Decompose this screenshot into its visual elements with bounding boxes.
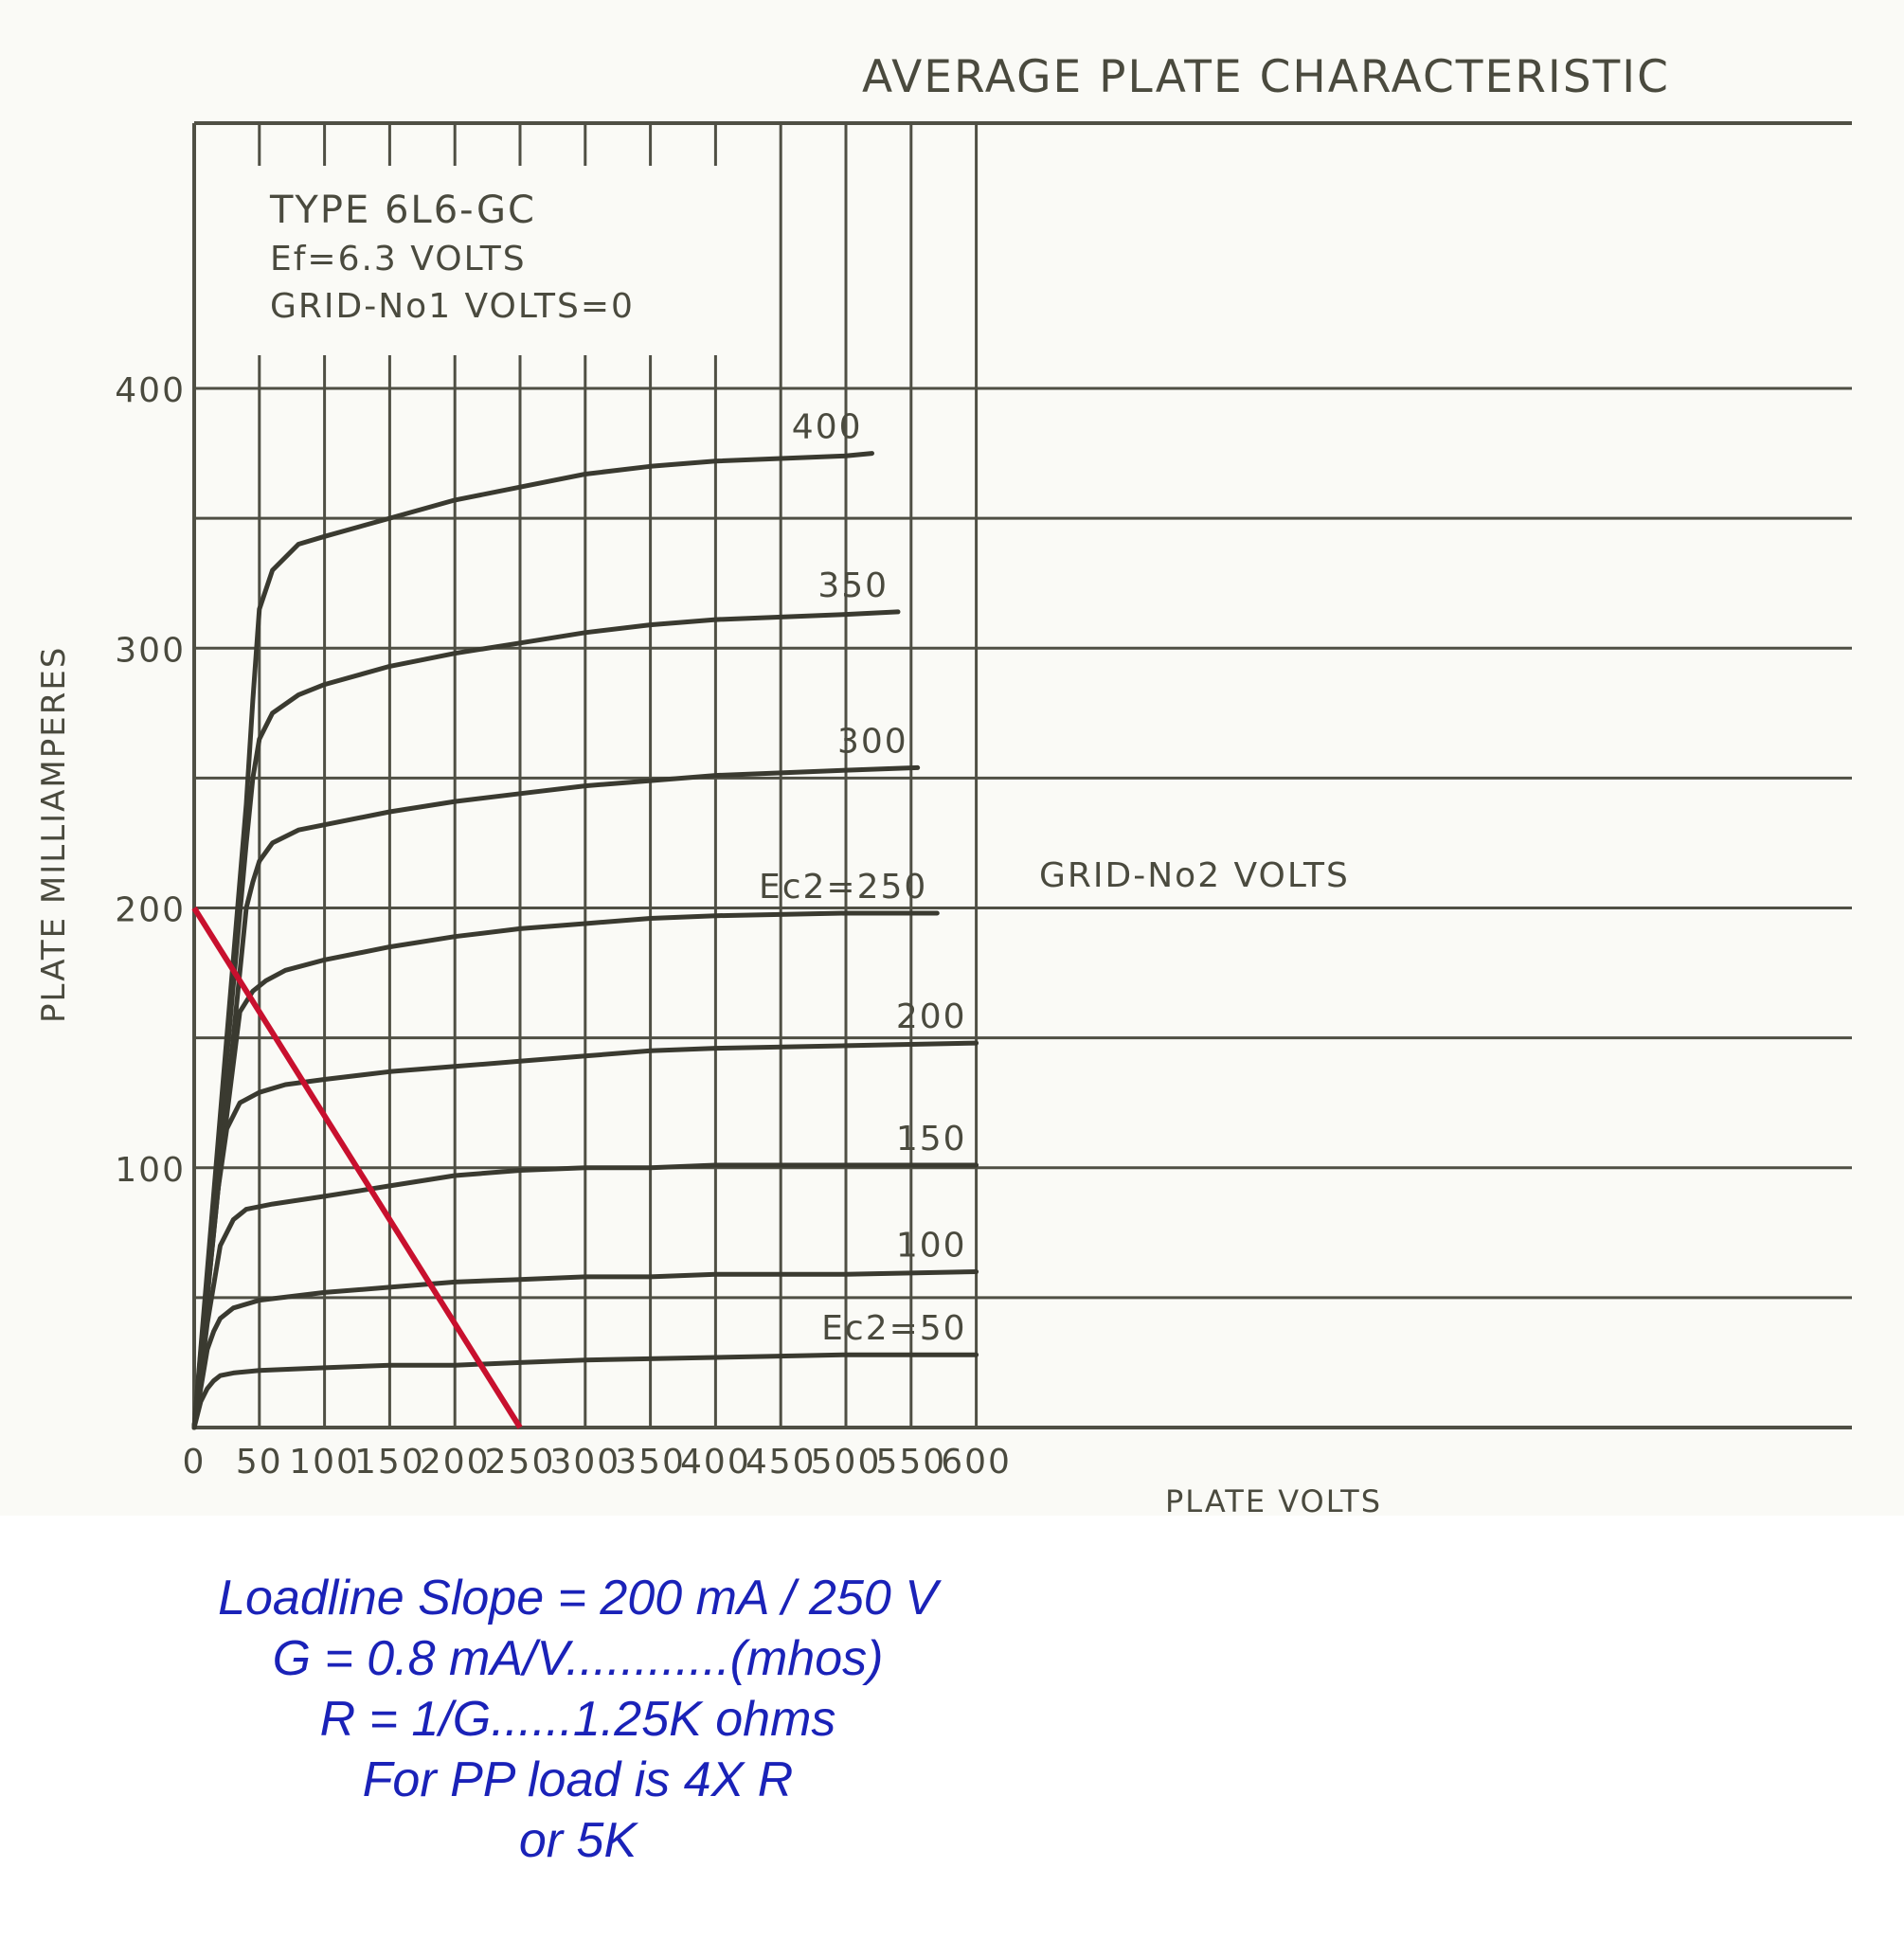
y-tick-label: 300 [115,631,186,670]
notes-line-3: R = 1/G......1.25K ohms [319,1692,836,1747]
x-tick-label: 250 [485,1443,556,1482]
x-tick-label: 450 [745,1443,817,1482]
plate-characteristic-chart: AVERAGE PLATE CHARACTERISTIC TYPE 6L6-GC… [35,51,1852,1516]
loadline [191,906,523,1429]
y-tick-label: 200 [115,891,186,930]
curve-label-300: 300 [837,722,908,761]
curve-label-400: 400 [792,408,863,447]
x-tick-label: 600 [941,1443,1012,1482]
notes-line-2: G = 0.8 mA/V............(mhos) [272,1631,884,1686]
x-tick-label: 350 [615,1443,686,1482]
curve-label-350: 350 [817,566,889,605]
curve-label-100: 100 [896,1226,967,1265]
x-tick-label: 200 [420,1443,491,1482]
curve-ec2-200 [191,1040,979,1430]
y-tick-label: 400 [115,371,186,410]
info-box-line-3: GRID-No1 VOLTS=0 [270,287,635,326]
notes-line-5: or 5K [518,1813,638,1868]
info-box [204,166,729,355]
curve-ec2-100 [191,1269,979,1430]
series-heading: GRID-No2 VOLTS [1039,856,1350,895]
notes-line-1: Loadline Slope = 200 mA / 250 V [218,1571,938,1626]
x-tick-label: 300 [549,1443,620,1482]
x-tick-label: 150 [354,1443,425,1482]
info-box-line-2: Ef=6.3 VOLTS [270,240,527,278]
curve-ec2-300 [191,764,921,1430]
curve-label-250: Ec2=250 [759,868,927,907]
x-tick-label: 100 [289,1443,360,1482]
x-axis-label: PLATE VOLTS [1165,1483,1382,1516]
curve-labels: 400 350 300 Ec2=250 200 150 100 Ec2=50 [759,408,967,1349]
x-tick-label: 50 [236,1443,283,1482]
chart-area: AVERAGE PLATE CHARACTERISTIC TYPE 6L6-GC… [35,51,1852,1516]
y-tick-label: 100 [115,1151,186,1190]
x-tick-label: 550 [875,1443,946,1482]
curve-label-200: 200 [896,997,967,1036]
curve-ec2-400 [191,451,874,1430]
x-tick-label: 0 [183,1443,207,1482]
y-axis-label: PLATE MILLIAMPERES [35,646,73,1023]
info-box-line-1: TYPE 6L6-GC [269,189,536,232]
curve-ec2-350 [191,609,901,1430]
notes-line-4: For PP load is 4X R [362,1752,794,1807]
curve-ec2-50 [191,1352,979,1430]
curve-label-150: 150 [896,1120,967,1159]
chart-title: AVERAGE PLATE CHARACTERISTIC [862,51,1670,103]
curve-ec2-150 [191,1162,979,1430]
tick-labels: 0 50 1001502002503003504004505005506001002… [115,371,1012,1482]
x-tick-label: 500 [811,1443,882,1482]
curves [191,451,979,1430]
x-tick-label: 400 [680,1443,751,1482]
curve-ec2-250 [191,910,940,1430]
loadline-notes: Loadline Slope = 200 mA / 250 V G = 0.8 … [152,1568,1004,1871]
curve-label-50: Ec2=50 [821,1309,966,1348]
